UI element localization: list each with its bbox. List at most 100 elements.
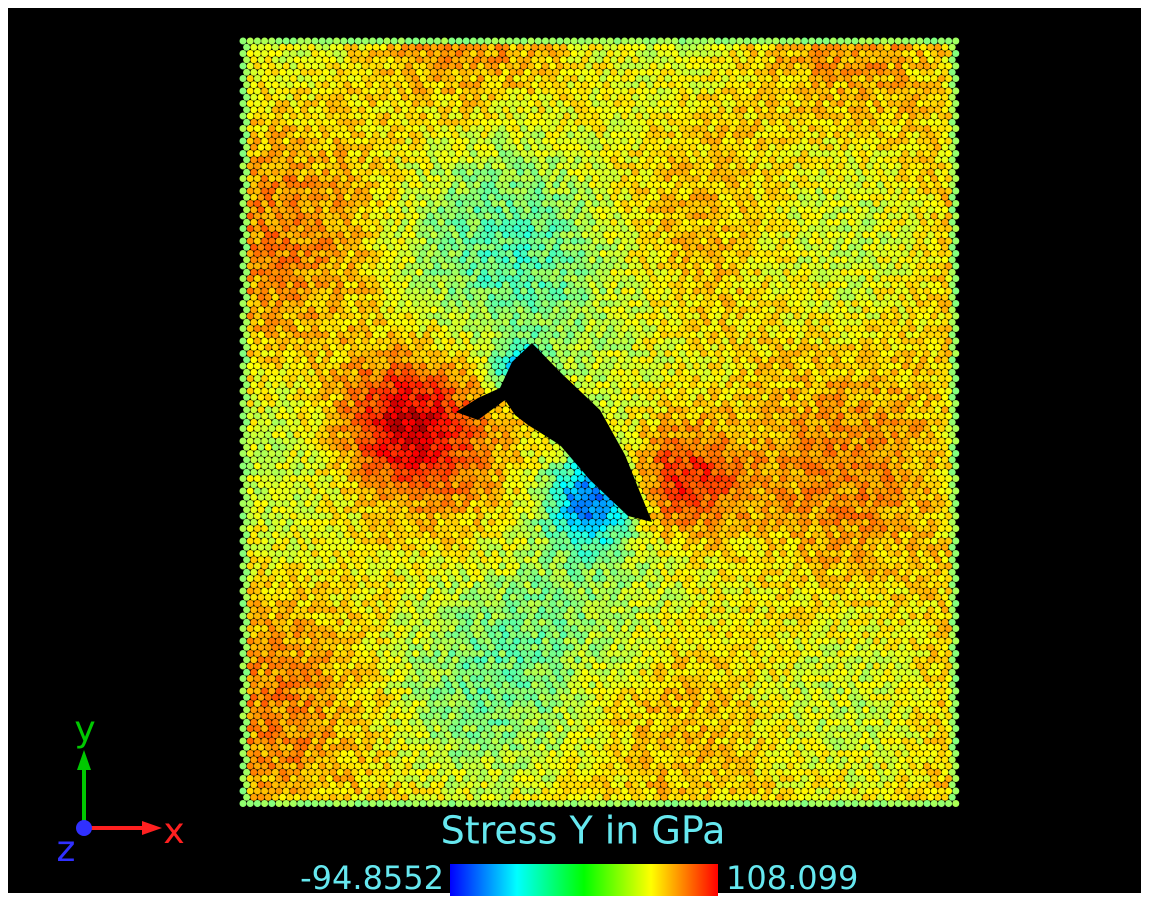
atom (722, 125, 729, 132)
atom (909, 88, 916, 95)
atom (776, 306, 783, 313)
atom (319, 350, 326, 357)
atom (794, 88, 801, 95)
atom (693, 175, 700, 182)
atom (567, 131, 574, 138)
atom (571, 125, 578, 132)
atom (920, 94, 927, 101)
atom (301, 81, 308, 88)
atom (891, 344, 898, 351)
atom (780, 163, 787, 170)
atom (265, 106, 272, 113)
atom (470, 338, 477, 345)
atom (546, 319, 553, 326)
atom (866, 225, 873, 232)
atom (506, 338, 513, 345)
atom (643, 275, 650, 282)
atom (664, 325, 671, 332)
atom (391, 63, 398, 70)
atom (398, 125, 405, 132)
atom (402, 231, 409, 238)
atom (920, 331, 927, 338)
atom (477, 63, 484, 70)
atom (848, 131, 855, 138)
atom (582, 244, 589, 251)
atom (855, 319, 862, 326)
atom (416, 194, 423, 201)
atom (499, 138, 506, 145)
atom (441, 38, 448, 45)
atom (848, 206, 855, 213)
atom (326, 250, 333, 257)
atom (592, 225, 599, 232)
atom (258, 106, 265, 113)
atom (744, 338, 751, 345)
atom (888, 163, 895, 170)
atom (546, 81, 553, 88)
atom (715, 100, 722, 107)
atom (348, 225, 355, 232)
atom (477, 288, 484, 295)
atom (294, 81, 301, 88)
atom (718, 156, 725, 163)
atom (884, 181, 891, 188)
atom (495, 269, 502, 276)
atom (304, 200, 311, 207)
atom (700, 250, 707, 257)
atom (718, 331, 725, 338)
atom (582, 131, 589, 138)
atom (729, 75, 736, 82)
atom (686, 75, 693, 82)
atom (855, 219, 862, 226)
atom (823, 275, 830, 282)
atom (502, 156, 509, 163)
atom (294, 156, 301, 163)
atom (877, 206, 884, 213)
atom (513, 313, 520, 320)
atom (776, 219, 783, 226)
atom (610, 56, 617, 63)
atom (679, 263, 686, 270)
atom (369, 63, 376, 70)
atom (391, 100, 398, 107)
atom (902, 38, 909, 45)
atom (600, 250, 607, 257)
atom (614, 163, 621, 170)
atom (315, 294, 322, 301)
atom (718, 244, 725, 251)
atom (668, 44, 675, 51)
atom (348, 113, 355, 120)
atom (704, 344, 711, 351)
atom (524, 119, 531, 126)
atom (240, 213, 247, 220)
atom (657, 88, 664, 95)
atom (301, 56, 308, 63)
atom (934, 281, 941, 288)
atom (319, 138, 326, 145)
atom (387, 206, 394, 213)
atom (513, 288, 520, 295)
atom (304, 50, 311, 57)
atom (265, 144, 272, 151)
atom (546, 94, 553, 101)
atom (294, 44, 301, 51)
atom (762, 69, 769, 76)
atom (477, 175, 484, 182)
atom (898, 206, 905, 213)
atom (654, 119, 661, 126)
atom (445, 231, 452, 238)
atom (693, 325, 700, 332)
atom (312, 138, 319, 145)
atom (722, 63, 729, 70)
atom (319, 213, 326, 220)
atom (531, 231, 538, 238)
atom (664, 288, 671, 295)
atom (643, 238, 650, 245)
atom (780, 200, 787, 207)
atom (607, 313, 614, 320)
atom (297, 88, 304, 95)
atom (416, 306, 423, 313)
atom (340, 250, 347, 257)
atom (394, 181, 401, 188)
atom (538, 219, 545, 226)
